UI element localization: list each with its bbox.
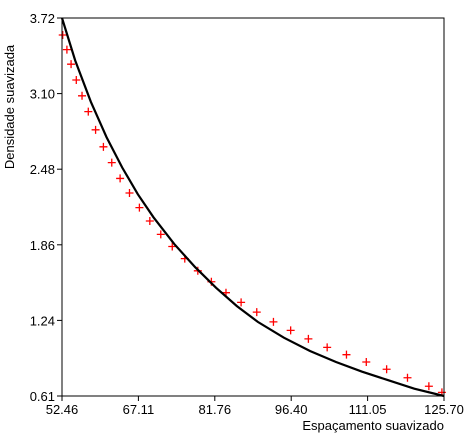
data-point [99, 142, 108, 151]
data-point [91, 125, 100, 134]
y-tick-label: 0.61 [30, 389, 55, 404]
data-point [269, 317, 278, 326]
data-point [84, 107, 93, 116]
data-point [168, 242, 177, 251]
data-point [286, 326, 295, 335]
data-point [107, 158, 116, 167]
data-point [72, 75, 81, 84]
data-point [403, 373, 412, 382]
data-point [58, 31, 67, 40]
data-point [78, 91, 87, 100]
x-tick-label: 52.46 [46, 402, 79, 417]
data-point [424, 382, 433, 391]
x-tick-label: 67.11 [123, 402, 155, 417]
y-tick-label: 1.24 [30, 313, 55, 328]
data-point [237, 298, 246, 307]
scatter-points [58, 31, 446, 397]
fitted-curve [60, 17, 445, 398]
x-tick-label: 125.70 [424, 402, 464, 417]
x-tick-label: 96.40 [275, 402, 308, 417]
data-point [252, 308, 261, 317]
data-point [135, 203, 144, 212]
x-tick-label: 111.05 [349, 402, 387, 417]
data-point [382, 365, 391, 374]
y-tick-label: 3.72 [30, 11, 55, 26]
x-axis-ticks: 52.46 67.11 81.76 96.40 111.05 125.70 [46, 396, 464, 417]
y-tick-label: 3.10 [30, 87, 55, 102]
data-point [362, 357, 371, 366]
data-point [342, 350, 351, 359]
y-axis-ticks: 0.61 1.24 1.86 2.48 3.10 3.72 [30, 11, 62, 404]
data-point [145, 216, 154, 225]
data-point [125, 189, 134, 198]
data-point [62, 45, 71, 54]
y-tick-label: 1.86 [30, 238, 55, 253]
y-tick-label: 2.48 [30, 162, 55, 177]
data-point [116, 174, 125, 183]
x-axis-label: Espaçamento suavizado [302, 418, 444, 433]
data-point [323, 343, 332, 352]
x-tick-label: 81.76 [199, 402, 232, 417]
data-point [304, 334, 313, 343]
plot-frame [61, 17, 445, 397]
data-point [67, 60, 76, 69]
y-axis-label: Densidade suavizada [2, 44, 17, 169]
data-point [156, 230, 165, 239]
